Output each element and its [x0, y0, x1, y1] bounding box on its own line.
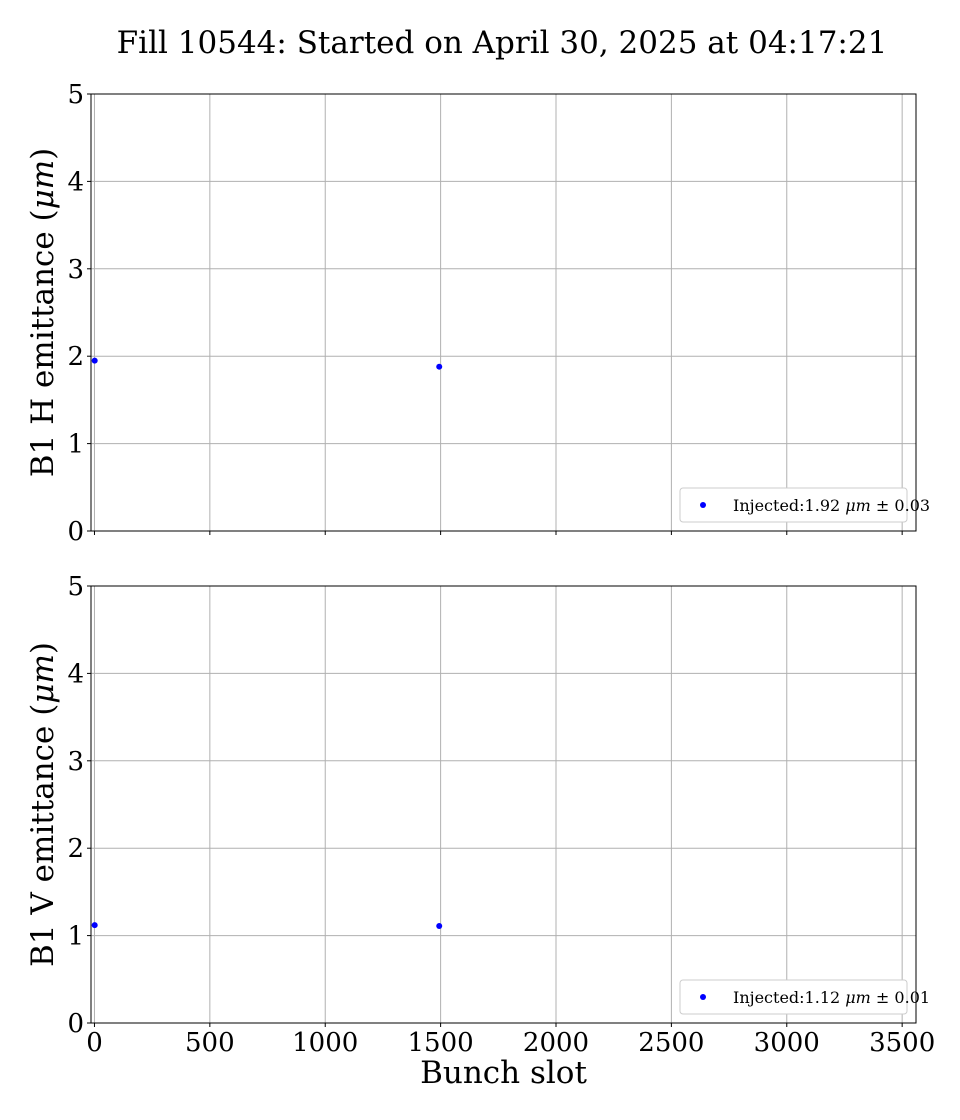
x-tick-label: 0: [86, 1028, 103, 1058]
legend-label: Injected:1.12 μm ± 0.01: [733, 988, 930, 1007]
legend-marker: [700, 502, 706, 508]
y-tick-label: 2: [67, 342, 84, 372]
legend: Injected:1.12 μm ± 0.01: [679, 979, 930, 1015]
x-tick-label: 1500: [408, 1028, 474, 1058]
y-tick-label: 0: [67, 1009, 84, 1039]
x-tick-label: 2000: [523, 1028, 589, 1058]
data-point: [91, 357, 98, 364]
panel-bottom: 0 500 1000 1500 2000 2500 3000 3500 0 1 2 3 4 5 B1 V e…: [25, 572, 935, 1091]
y-tick-label: 3: [67, 747, 84, 777]
x-tick-label: 500: [185, 1028, 235, 1058]
plot-frame: [90, 93, 917, 532]
data-point: [436, 363, 443, 370]
y-tick-label: 2: [67, 834, 84, 864]
y-tick-label: 3: [67, 255, 84, 285]
y-tick-label: 0: [67, 517, 84, 547]
figure-title: Fill 10544: Started on April 30, 2025 at…: [117, 25, 888, 61]
y-axis-label: B1 H emittance (μm): [25, 148, 61, 478]
plot-frame: [90, 585, 917, 1024]
y-tick-label: 4: [67, 167, 84, 197]
y-tick-label: 5: [67, 572, 84, 602]
x-axis-label: Bunch slot: [420, 1055, 587, 1091]
panel-top: 0 1 2 3 4 5 B1 H emittance (μm) Injected:1.92 μ…: [25, 80, 930, 547]
legend-box: [679, 979, 908, 1015]
y-tick-label: 4: [67, 659, 84, 689]
x-tick-label: 3000: [754, 1028, 820, 1058]
legend-box: [679, 487, 908, 523]
data-point: [436, 922, 443, 929]
data-point: [91, 922, 98, 929]
legend: Injected:1.92 μm ± 0.03: [679, 487, 930, 523]
y-axis-label: B1 V emittance (μm): [25, 642, 61, 967]
y-tick-label: 5: [67, 80, 84, 110]
legend-marker: [700, 994, 706, 1000]
legend-label: Injected:1.92 μm ± 0.03: [733, 496, 930, 515]
x-tick-label: 1000: [292, 1028, 358, 1058]
x-tick-label: 3500: [869, 1028, 935, 1058]
x-tick-label: 2500: [638, 1028, 704, 1058]
y-tick-label: 1: [67, 430, 84, 460]
y-tick-label: 1: [67, 922, 84, 952]
